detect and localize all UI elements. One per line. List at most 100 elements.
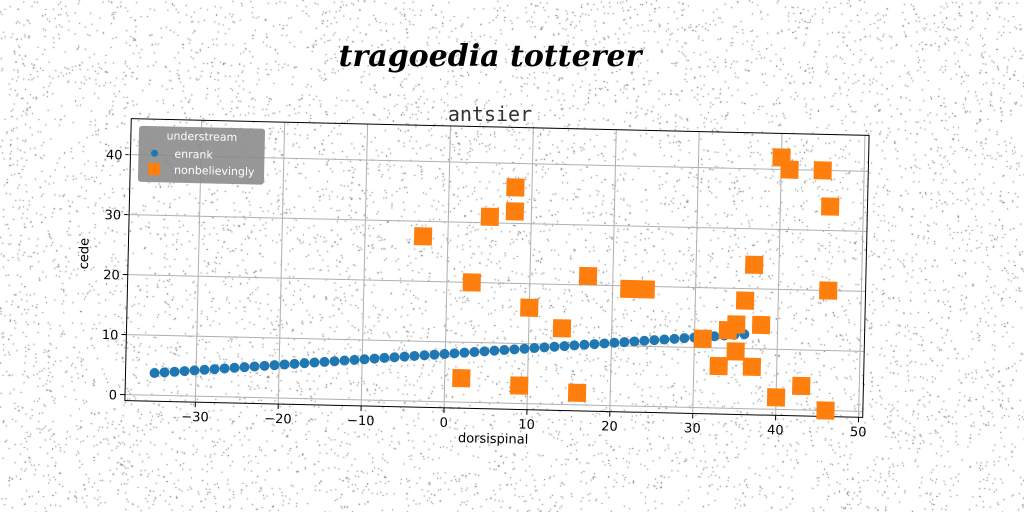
legend: understream enrank nonbelievingly — [137, 125, 266, 185]
legend-marker-enrank — [151, 149, 159, 157]
axis-ticks: −30 −20 −10 0 10 20 30 40 50 0 10 20 30 40 — [102, 148, 867, 440]
data-point-enrank — [429, 349, 440, 360]
data-point-nonbelievingly — [413, 227, 433, 246]
data-point-nonbelievingly — [813, 161, 832, 180]
data-point-nonbelievingly — [780, 160, 799, 179]
x-tick-label: −10 — [347, 414, 375, 430]
data-point-enrank — [259, 360, 270, 371]
x-grid-line — [858, 135, 866, 418]
data-point-enrank — [339, 355, 350, 366]
data-point-nonbelievingly — [744, 255, 764, 275]
y-tick-label: 20 — [103, 268, 120, 283]
legend-label-nonbelievingly: nonbelievingly — [174, 164, 255, 179]
data-point-nonbelievingly — [709, 356, 728, 376]
y-grid-line — [127, 274, 866, 292]
data-point-enrank — [419, 350, 430, 361]
data-point-enrank — [669, 333, 680, 344]
data-point-enrank — [269, 360, 280, 371]
data-point-enrank — [579, 339, 590, 350]
data-point-enrank — [379, 352, 390, 363]
y-tick-label: 30 — [104, 208, 121, 223]
data-point-enrank — [569, 340, 580, 351]
data-point-nonbelievingly — [816, 401, 835, 420]
data-point-nonbelievingly — [552, 319, 572, 338]
data-point-enrank — [519, 343, 530, 354]
data-point-enrank — [159, 367, 170, 378]
legend-title: understream — [166, 129, 237, 144]
data-point-enrank — [359, 354, 370, 365]
data-point-enrank — [309, 357, 320, 368]
y-tick-label: 0 — [109, 388, 118, 403]
data-point-enrank — [539, 342, 550, 353]
data-point-enrank — [629, 336, 640, 347]
data-point-nonbelievingly — [819, 281, 838, 300]
y-tick-label: 40 — [106, 148, 123, 163]
data-point-enrank — [449, 348, 460, 359]
data-point-nonbelievingly — [520, 298, 539, 317]
data-point-enrank — [369, 353, 380, 364]
data-point-enrank — [479, 346, 490, 357]
x-grid-line — [526, 127, 534, 410]
data-point-nonbelievingly — [462, 273, 481, 292]
plot-area: −30 −20 −10 0 10 20 30 40 50 0 10 20 30 40 understrea… — [77, 118, 870, 448]
x-tick-label: −20 — [264, 412, 292, 428]
chart-subtitle: antsier — [448, 102, 532, 126]
data-point-enrank — [439, 348, 450, 359]
series-enrank — [149, 329, 750, 379]
y-grid-line — [125, 394, 863, 412]
data-point-enrank — [279, 359, 290, 370]
data-point-nonbelievingly — [578, 266, 598, 286]
data-point-nonbelievingly — [742, 357, 762, 377]
data-point-enrank — [499, 345, 510, 356]
data-point-enrank — [589, 339, 600, 350]
data-point-enrank — [239, 362, 250, 373]
legend-marker-nonbelievingly — [148, 163, 161, 176]
x-tick-label: 30 — [684, 421, 701, 436]
data-point-enrank — [319, 356, 330, 367]
data-point-enrank — [549, 341, 560, 352]
data-point-nonbelievingly — [766, 388, 786, 407]
data-point-enrank — [229, 362, 240, 373]
data-point-enrank — [189, 365, 200, 376]
data-point-nonbelievingly — [820, 197, 840, 216]
data-point-enrank — [659, 334, 670, 345]
data-point-enrank — [349, 354, 360, 365]
x-tick-label: −30 — [181, 410, 209, 426]
data-point-enrank — [169, 366, 180, 377]
data-point-nonbelievingly — [726, 342, 745, 361]
data-point-enrank — [459, 347, 470, 358]
data-point-enrank — [179, 366, 190, 377]
data-point-enrank — [469, 346, 480, 357]
y-tick-label: 10 — [102, 328, 119, 343]
x-tick-label: 10 — [518, 418, 535, 433]
data-point-nonbelievingly — [751, 315, 771, 335]
x-tick-label: 20 — [601, 419, 618, 434]
data-point-enrank — [619, 337, 630, 348]
data-point-enrank — [209, 364, 220, 375]
series-nonbelievingly — [413, 148, 840, 420]
data-point-nonbelievingly — [792, 376, 811, 396]
data-point-nonbelievingly — [693, 329, 712, 348]
data-point-enrank — [149, 368, 160, 379]
data-point-enrank — [199, 364, 210, 375]
data-point-enrank — [329, 356, 340, 367]
data-point-enrank — [219, 363, 230, 374]
data-point-nonbelievingly — [636, 280, 656, 299]
data-point-enrank — [609, 337, 620, 348]
x-axis-label: dorsispinal — [458, 431, 529, 448]
data-point-enrank — [409, 350, 420, 361]
x-tick-label: 0 — [439, 416, 448, 431]
data-point-nonbelievingly — [506, 178, 525, 197]
data-point-enrank — [529, 343, 540, 354]
data-point-nonbelievingly — [727, 315, 746, 334]
data-point-enrank — [679, 333, 690, 344]
data-point-enrank — [509, 344, 520, 355]
x-tick-label: 40 — [767, 423, 784, 438]
x-grid-line — [443, 125, 451, 408]
data-point-enrank — [389, 352, 400, 363]
legend-label-enrank: enrank — [174, 148, 213, 162]
data-point-nonbelievingly — [510, 376, 529, 395]
data-point-enrank — [639, 335, 650, 346]
data-point-enrank — [399, 351, 410, 362]
